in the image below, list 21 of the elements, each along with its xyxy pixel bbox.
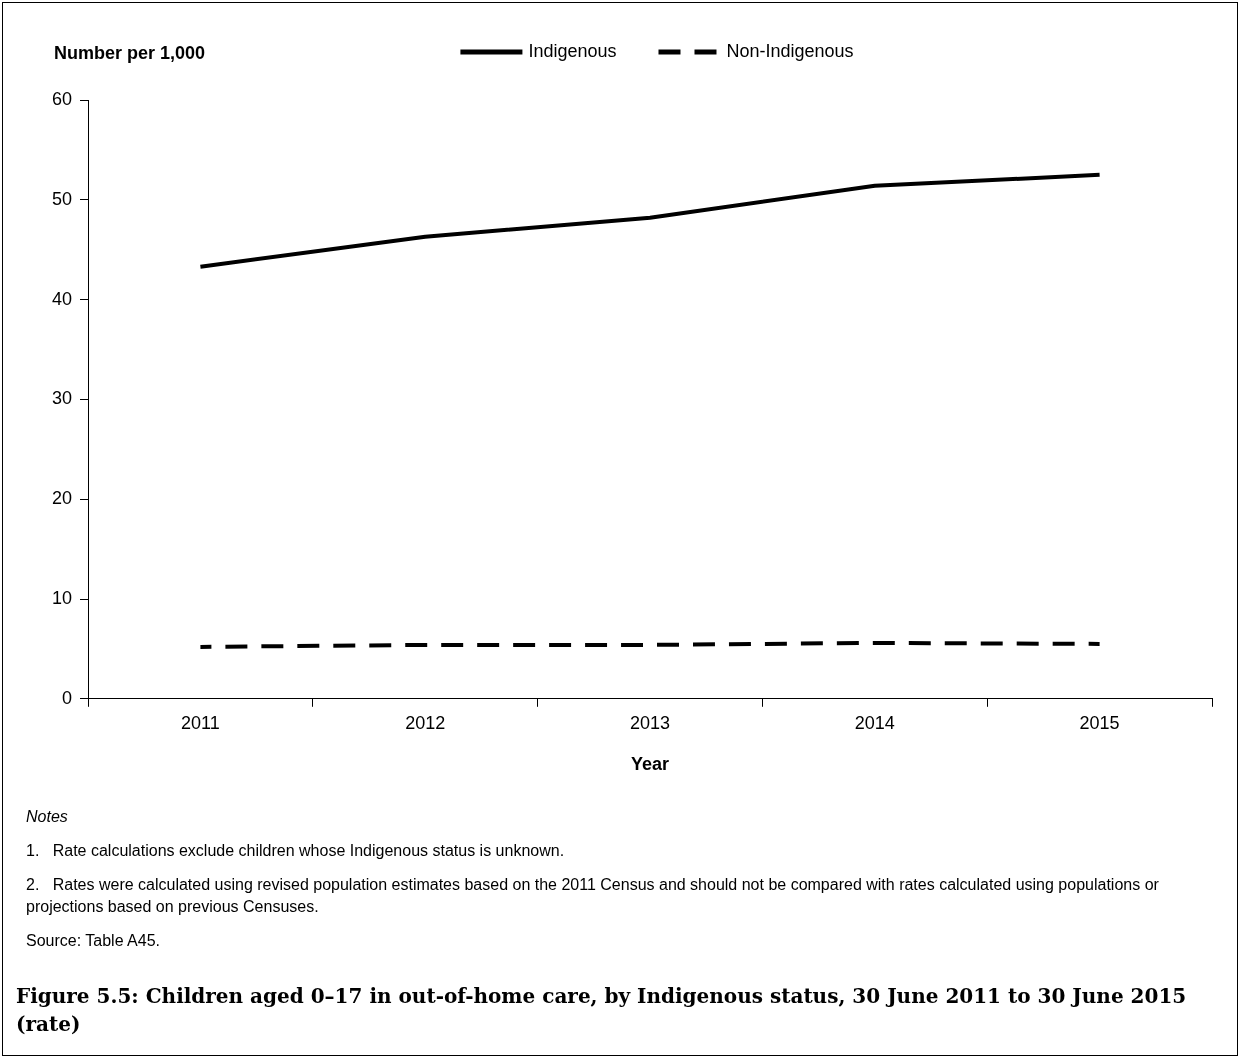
y-tick-label: 50: [51, 188, 73, 209]
text: 1. Rate calculations exclude children whose Indigenous status is unknown.: [26, 841, 566, 861]
y-tick-label: 0: [62, 687, 73, 708]
y-tick-label: 30: [51, 388, 73, 409]
x-tick-label: 2011: [181, 712, 220, 733]
x-tick-label: 2012: [405, 712, 446, 733]
legend-label: Non-Indigenous: [726, 40, 854, 61]
x-tick-label: 2013: [629, 712, 671, 733]
x-tick-label: 2015: [1079, 712, 1120, 733]
y-tick-label: 20: [51, 488, 73, 509]
y-axis-title: Number per 1,000: [54, 42, 206, 63]
text: Notes: [26, 807, 69, 827]
y-tick-label: 60: [51, 88, 73, 109]
y-tick-label: 10: [51, 587, 73, 608]
x-axis-title: Year: [630, 754, 670, 775]
y-tick-label: 40: [51, 288, 73, 309]
x-tick-label: 2014: [854, 712, 895, 733]
text: 2. Rates were calculated using revised population estimates based on the 2011 Census and should not be compared with rates calculated using populations or projections based on previous Censuses.: [26, 875, 1160, 917]
legend-label: Indigenous: [528, 40, 617, 61]
text: Figure 5.5: Children aged 0–17 in out-of-home care, by Indigenous status, 30 June 2011 to 30 June 2015 (rate): [16, 983, 1188, 1038]
source-note: Source: Table A45.: [26, 931, 162, 951]
